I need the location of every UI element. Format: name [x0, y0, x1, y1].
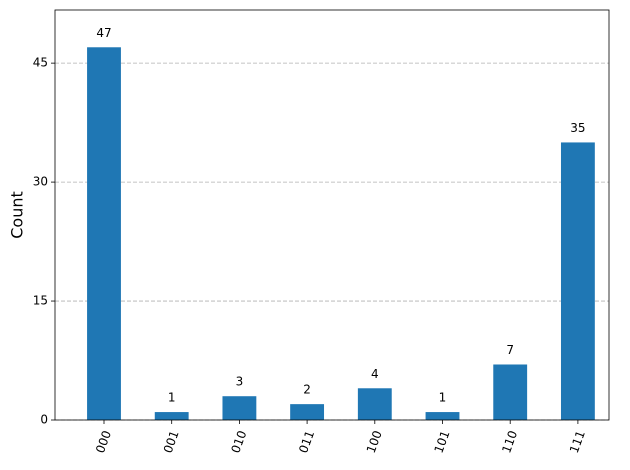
data-label: 4 [371, 367, 379, 381]
data-label: 3 [236, 375, 244, 389]
x-tick-label: 110 [499, 429, 520, 455]
x-tick-label: 111 [567, 429, 588, 455]
bar [222, 396, 257, 420]
bar [493, 364, 528, 420]
bar [560, 142, 595, 420]
bar [290, 404, 325, 420]
x-tick-label: 000 [93, 429, 114, 455]
x-tick-label: 100 [364, 429, 385, 455]
data-label: 1 [168, 391, 176, 405]
y-axis-label: Count [8, 191, 27, 239]
data-label: 35 [570, 121, 585, 135]
data-label: 1 [439, 391, 447, 405]
bar [87, 47, 121, 420]
bar [154, 412, 189, 420]
bar [357, 388, 392, 420]
plot-frame [54, 9, 610, 421]
data-label: 47 [96, 26, 111, 40]
data-label: 2 [303, 383, 311, 397]
y-tick-label: 0 [40, 413, 48, 427]
x-tick-label: 001 [161, 429, 182, 455]
y-tick-label: 15 [33, 294, 48, 308]
bar [425, 412, 460, 420]
x-tick-label: 101 [432, 429, 453, 455]
y-tick-label: 30 [33, 175, 48, 189]
x-tick-label: 011 [296, 429, 317, 455]
data-label: 7 [506, 343, 514, 357]
x-tick-label: 010 [228, 429, 249, 455]
y-tick-label: 45 [33, 56, 48, 70]
